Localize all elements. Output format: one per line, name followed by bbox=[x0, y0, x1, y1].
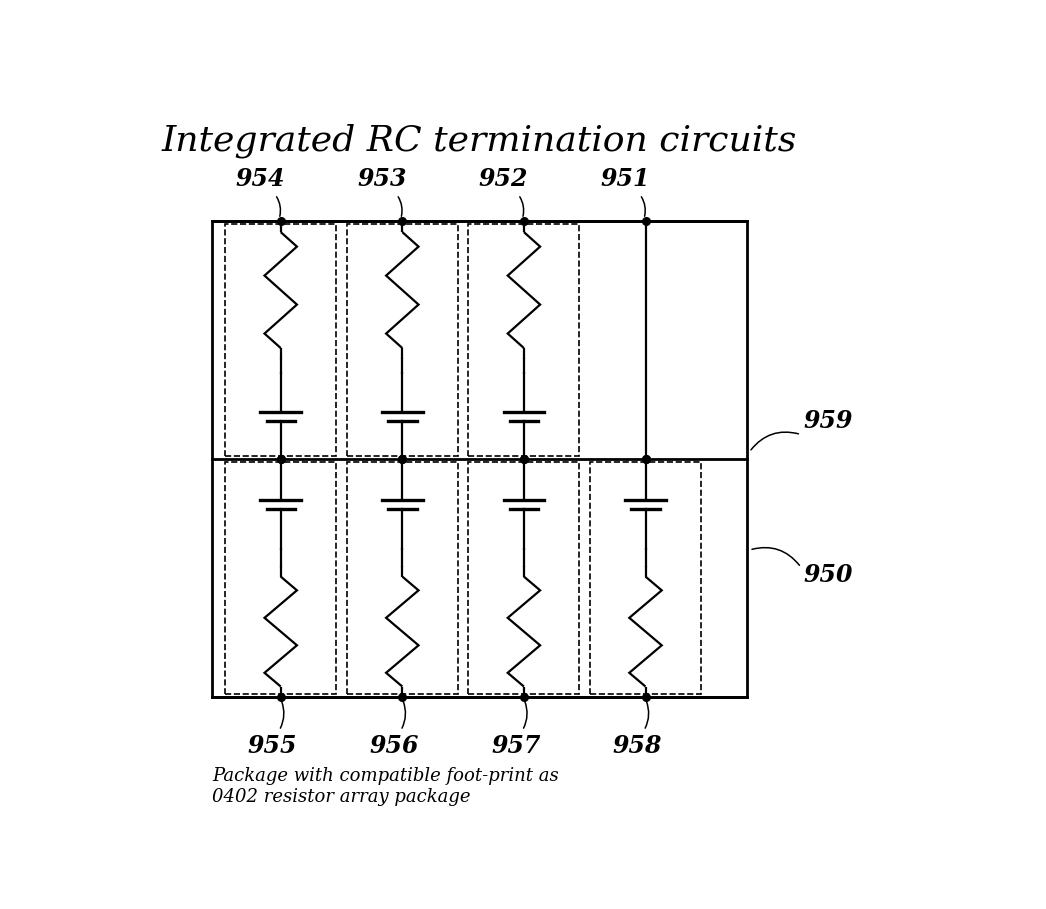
Text: Integrated RC termination circuits: Integrated RC termination circuits bbox=[162, 124, 797, 158]
Text: 956: 956 bbox=[369, 734, 419, 758]
Text: 952: 952 bbox=[479, 167, 528, 191]
Text: 951: 951 bbox=[600, 167, 650, 191]
Text: Package with compatible foot-print as
0402 resistor array package: Package with compatible foot-print as 04… bbox=[211, 767, 559, 805]
Text: 950: 950 bbox=[803, 563, 854, 586]
Text: 953: 953 bbox=[358, 167, 407, 191]
Text: 954: 954 bbox=[235, 167, 286, 191]
Text: 955: 955 bbox=[248, 734, 297, 758]
Text: 957: 957 bbox=[491, 734, 541, 758]
Text: 958: 958 bbox=[613, 734, 662, 758]
Text: 959: 959 bbox=[803, 408, 854, 433]
